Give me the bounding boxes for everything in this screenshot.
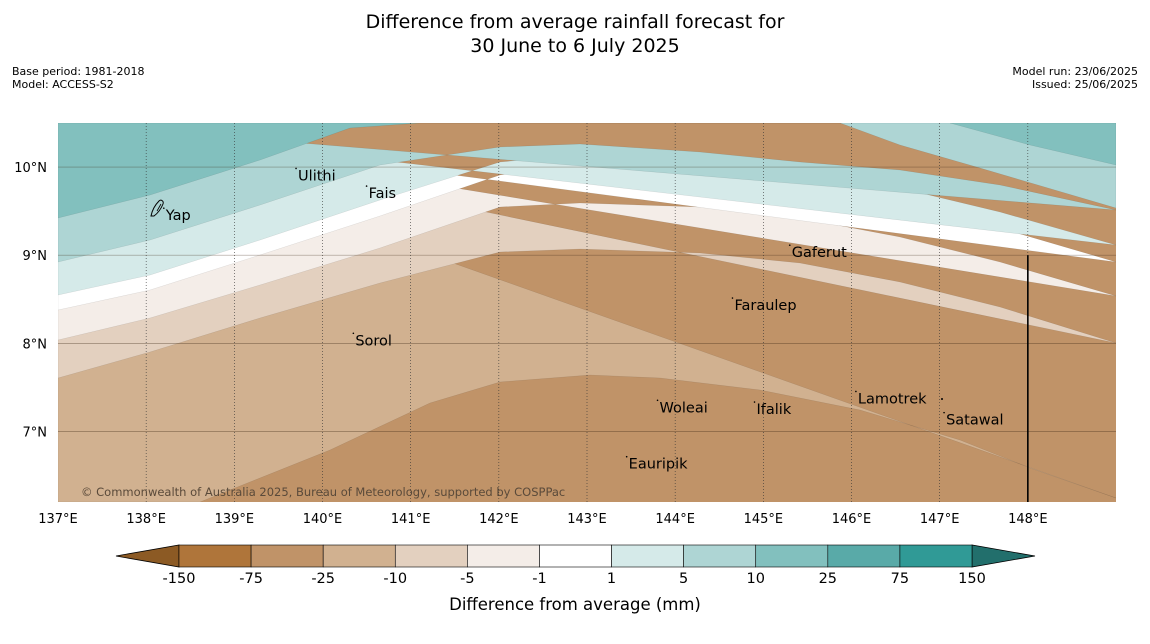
graticule <box>58 123 1116 502</box>
colorbar-bin <box>322 544 396 568</box>
model-run-text: Model run: 23/06/2025 <box>1012 65 1138 78</box>
place-label-ifalik: Ifalik <box>757 402 792 418</box>
place-label-satawal: Satawal <box>946 413 1003 429</box>
place-label-fais: Fais <box>369 186 396 202</box>
place-marker <box>855 390 857 393</box>
colorbar-tick-labels: -150 -75 -25 -10 -5 -1 1 5 10 25 75 150 <box>163 571 986 587</box>
place-label-ulithi: Ulithi <box>298 168 336 184</box>
colorbar-bin <box>899 544 973 568</box>
lat-tick-label: 7°N <box>23 425 48 440</box>
place-marker <box>365 185 368 187</box>
lon-tick-label: 140°E <box>303 512 343 527</box>
colorbar-tick-label: 10 <box>747 571 765 587</box>
colorbar-tick-label: 150 <box>958 571 986 587</box>
place-marker <box>163 207 165 209</box>
place-label-gaferut: Gaferut <box>792 245 847 261</box>
lon-tick-label: 139°E <box>215 512 255 527</box>
lon-tick-label: 144°E <box>655 512 695 527</box>
lon-tick-label: 148°E <box>1008 512 1048 527</box>
lon-tick-label: 137°E <box>38 512 78 527</box>
meta-right: Model run: 23/06/2025 Issued: 25/06/2025 <box>1012 65 1138 91</box>
place-label-yap: Yap <box>165 208 191 224</box>
place-labels: Yap Ulithi Fais Gaferut Faraulep Sorol Lamotre… <box>163 167 1004 473</box>
place-label-lamotrek: Lamotrek <box>858 391 927 407</box>
colorbar-bin <box>250 544 324 568</box>
place-label-sorol: Sorol <box>355 333 392 349</box>
latitude-axis: 7°N 8°N 9°N 10°N <box>14 161 47 440</box>
colorbar-tick-label: -1 <box>532 571 546 587</box>
colorbar-bin <box>467 544 540 568</box>
copyright-notice: © Commonwealth of Australia 2025, Bureau… <box>81 485 565 499</box>
lon-tick-label: 143°E <box>567 512 607 527</box>
issued-text: Issued: 25/06/2025 <box>1031 78 1138 91</box>
lon-tick-label: 146°E <box>832 512 872 527</box>
colorbar-bin <box>539 544 612 568</box>
lat-tick-label: 8°N <box>23 337 48 352</box>
colorbar-title: Difference from average (mm) <box>449 595 701 614</box>
place-marker <box>731 297 734 299</box>
colorbar-tick-label: -5 <box>460 571 474 587</box>
lon-tick-label: 138°E <box>126 512 166 527</box>
place-label-woleai: Woleai <box>660 400 708 416</box>
map-area: © Commonwealth of Australia 2025, Bureau… <box>58 123 1116 502</box>
lat-tick-label: 10°N <box>14 161 47 176</box>
colorbar-bin <box>611 544 684 568</box>
colorbar-legend: -150 -75 -25 -10 -5 -1 1 5 10 25 75 150 Difference … <box>115 544 1036 614</box>
title-line-2: 30 June to 6 July 2025 <box>470 35 680 57</box>
colorbar-bin <box>755 544 829 568</box>
contour-band <box>58 123 1116 263</box>
colorbar-bin <box>827 544 901 568</box>
colorbar-bins <box>115 544 1036 568</box>
place-marker <box>656 399 659 402</box>
colorbar-bin <box>178 544 252 568</box>
contour-band <box>58 123 1116 219</box>
colorbar-tick-label: -75 <box>239 571 263 587</box>
colorbar-bin <box>394 544 468 568</box>
place-label-faraulep: Faraulep <box>734 298 796 314</box>
place-marker <box>295 167 297 170</box>
lon-tick-label: 145°E <box>744 512 784 527</box>
colorbar-tick-label: 75 <box>891 571 909 587</box>
colorbar-tick-label: 1 <box>607 571 616 587</box>
lon-tick-label: 142°E <box>479 512 519 527</box>
colorbar-tick-label: -150 <box>163 571 196 587</box>
lat-tick-label: 9°N <box>23 249 48 264</box>
lon-tick-label: 147°E <box>920 512 960 527</box>
yap-island-shape <box>150 199 164 217</box>
place-marker <box>352 332 355 335</box>
colorbar-over-arrow <box>971 544 1036 568</box>
place-marker <box>943 411 945 414</box>
meta-left: Base period: 1981-2018 Model: ACCESS-S2 <box>12 65 144 91</box>
colorbar-tick-label: 25 <box>819 571 837 587</box>
contour-band <box>949 123 1116 166</box>
island-dot <box>941 398 943 400</box>
colorbar-under-arrow <box>115 544 180 568</box>
longitude-axis: 137°E 138°E 139°E 140°E 141°E 142°E 143°E 144°E… <box>38 512 1047 527</box>
place-label-eauripik: Eauripik <box>629 457 688 473</box>
place-marker <box>788 244 791 246</box>
colorbar-tick-label: -10 <box>383 571 407 587</box>
place-marker <box>625 455 628 458</box>
colorbar-bin <box>683 544 757 568</box>
title-line-1: Difference from average rainfall forecas… <box>365 11 785 33</box>
colorbar-tick-label: -25 <box>311 571 335 587</box>
base-period-text: Base period: 1981-2018 <box>12 65 145 78</box>
lon-tick-label: 141°E <box>391 512 431 527</box>
colorbar-tick-label: 5 <box>679 571 688 587</box>
chart-title: Difference from average rainfall forecas… <box>0 10 1150 58</box>
model-text: Model: ACCESS-S2 <box>12 78 114 91</box>
place-marker <box>753 401 756 403</box>
